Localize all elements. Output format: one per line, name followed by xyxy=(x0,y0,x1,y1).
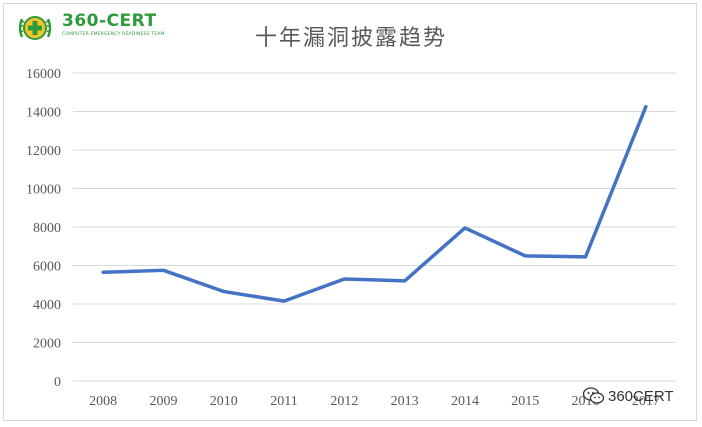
chart-title: 十年漏洞披露趋势 xyxy=(254,26,447,51)
y-tick-label: 0 xyxy=(54,375,61,390)
logo-emblem-icon xyxy=(18,16,52,40)
brand-logo: 360-CERT COMPUTER EMERGENCY READINESS TE… xyxy=(16,11,166,45)
y-tick-label: 10000 xyxy=(26,183,61,198)
x-axis-ticks: 2008 2009 2010 2011 2012 2013 2014 2015 2016 2017 xyxy=(89,394,660,409)
y-tick-label: 8000 xyxy=(33,221,61,236)
y-tick-label: 14000 xyxy=(26,106,61,121)
x-tick-label: 2015 xyxy=(511,394,539,409)
logo-tagline: COMPUTER EMERGENCY READINESS TEAM xyxy=(62,32,165,37)
y-tick-label: 2000 xyxy=(33,337,61,352)
x-tick-label: 2014 xyxy=(451,394,479,409)
watermark: 360CERT xyxy=(583,387,674,409)
wechat-icon xyxy=(583,387,605,404)
y-tick-label: 6000 xyxy=(33,260,61,275)
x-tick-label: 2009 xyxy=(149,394,177,409)
series xyxy=(101,104,648,303)
y-tick-label: 12000 xyxy=(26,144,61,159)
data-point xyxy=(523,254,527,258)
watermark-text: 360CERT xyxy=(608,387,674,405)
y-tick-label: 4000 xyxy=(33,298,61,313)
data-point xyxy=(644,105,648,109)
logo-wordmark: 360-CERT xyxy=(62,11,157,31)
gridlines xyxy=(73,72,676,382)
data-point xyxy=(222,289,226,293)
data-point xyxy=(101,270,105,274)
y-axis-ticks: 0 2000 4000 6000 8000 10000 12000 14000 16000 xyxy=(26,67,61,390)
x-tick-label: 2010 xyxy=(210,394,238,409)
data-point xyxy=(463,226,467,230)
data-point xyxy=(342,277,346,281)
x-tick-label: 2017 xyxy=(632,394,660,409)
y-tick-label: 16000 xyxy=(26,67,61,82)
data-point xyxy=(403,279,407,283)
data-point xyxy=(282,299,286,303)
x-tick-label: 2013 xyxy=(391,394,419,409)
series-line xyxy=(101,104,648,303)
x-tick-label: 2012 xyxy=(330,394,358,409)
x-tick-label: 2011 xyxy=(270,394,297,409)
data-point xyxy=(584,255,588,259)
x-tick-label: 2008 xyxy=(89,394,117,409)
data-point xyxy=(161,268,165,272)
